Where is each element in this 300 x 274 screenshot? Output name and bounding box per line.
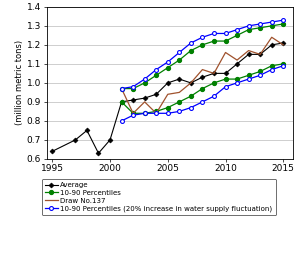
10-90 Percentiles: [258, 26, 262, 29]
10-90 Percentiles: [143, 81, 146, 85]
Average: [74, 138, 77, 142]
Legend: Average, 10-90 Percentiles, Draw No.137, 10-90 Percentiles (20% increase in wate: Average, 10-90 Percentiles, Draw No.137,…: [42, 179, 276, 215]
10-90 Percentiles (20% increase in water supply fluctuation): [247, 24, 250, 27]
Average: [120, 100, 123, 104]
10-90 Percentiles (20% increase in water supply fluctuation): [120, 87, 123, 90]
Draw No.137: [120, 87, 123, 90]
Average: [97, 152, 100, 155]
Average: [154, 93, 158, 96]
Average: [143, 96, 146, 100]
10-90 Percentiles (20% increase in water supply fluctuation): [131, 85, 135, 88]
Average: [50, 150, 54, 153]
Average: [166, 81, 169, 85]
Line: Average: Average: [50, 41, 285, 155]
Draw No.137: [224, 51, 227, 54]
Average: [258, 53, 262, 56]
Draw No.137: [258, 53, 262, 56]
Average: [212, 72, 216, 75]
Draw No.137: [281, 43, 285, 47]
10-90 Percentiles (20% increase in water supply fluctuation): [178, 51, 181, 54]
10-90 Percentiles (20% increase in water supply fluctuation): [154, 68, 158, 71]
10-90 Percentiles (20% increase in water supply fluctuation): [189, 41, 193, 45]
Average: [85, 129, 89, 132]
Average: [235, 62, 239, 65]
10-90 Percentiles: [247, 28, 250, 31]
10-90 Percentiles: [120, 87, 123, 90]
Line: Draw No.137: Draw No.137: [122, 37, 283, 113]
10-90 Percentiles: [131, 87, 135, 90]
Draw No.137: [131, 112, 135, 115]
10-90 Percentiles: [201, 43, 204, 47]
Draw No.137: [178, 91, 181, 94]
Average: [270, 43, 274, 47]
Average: [201, 76, 204, 79]
Draw No.137: [201, 68, 204, 71]
10-90 Percentiles: [166, 66, 169, 69]
10-90 Percentiles: [235, 34, 239, 37]
Line: 10-90 Percentiles: 10-90 Percentiles: [120, 22, 285, 90]
Average: [224, 72, 227, 75]
Draw No.137: [143, 100, 146, 104]
10-90 Percentiles (20% increase in water supply fluctuation): [281, 19, 285, 22]
10-90 Percentiles: [154, 74, 158, 77]
Draw No.137: [270, 36, 274, 39]
Y-axis label: (million metric tons): (million metric tons): [15, 40, 24, 125]
Draw No.137: [166, 93, 169, 96]
Draw No.137: [247, 49, 250, 52]
10-90 Percentiles (20% increase in water supply fluctuation): [235, 28, 239, 31]
Line: 10-90 Percentiles (20% increase in water supply fluctuation): 10-90 Percentiles (20% increase in water…: [120, 18, 285, 90]
Draw No.137: [154, 112, 158, 115]
10-90 Percentiles (20% increase in water supply fluctuation): [143, 78, 146, 81]
Average: [108, 138, 112, 142]
10-90 Percentiles (20% increase in water supply fluctuation): [270, 21, 274, 24]
Average: [281, 41, 285, 45]
10-90 Percentiles: [281, 22, 285, 25]
10-90 Percentiles: [178, 58, 181, 62]
Average: [189, 81, 193, 85]
10-90 Percentiles: [224, 39, 227, 43]
Draw No.137: [235, 58, 239, 62]
Average: [178, 78, 181, 81]
Draw No.137: [189, 81, 193, 85]
Average: [131, 98, 135, 102]
Average: [247, 53, 250, 56]
10-90 Percentiles (20% increase in water supply fluctuation): [258, 22, 262, 25]
10-90 Percentiles (20% increase in water supply fluctuation): [201, 36, 204, 39]
10-90 Percentiles: [212, 39, 216, 43]
10-90 Percentiles (20% increase in water supply fluctuation): [212, 32, 216, 35]
10-90 Percentiles: [270, 24, 274, 27]
10-90 Percentiles: [189, 49, 193, 52]
10-90 Percentiles (20% increase in water supply fluctuation): [166, 60, 169, 64]
10-90 Percentiles (20% increase in water supply fluctuation): [224, 32, 227, 35]
Draw No.137: [212, 72, 216, 75]
